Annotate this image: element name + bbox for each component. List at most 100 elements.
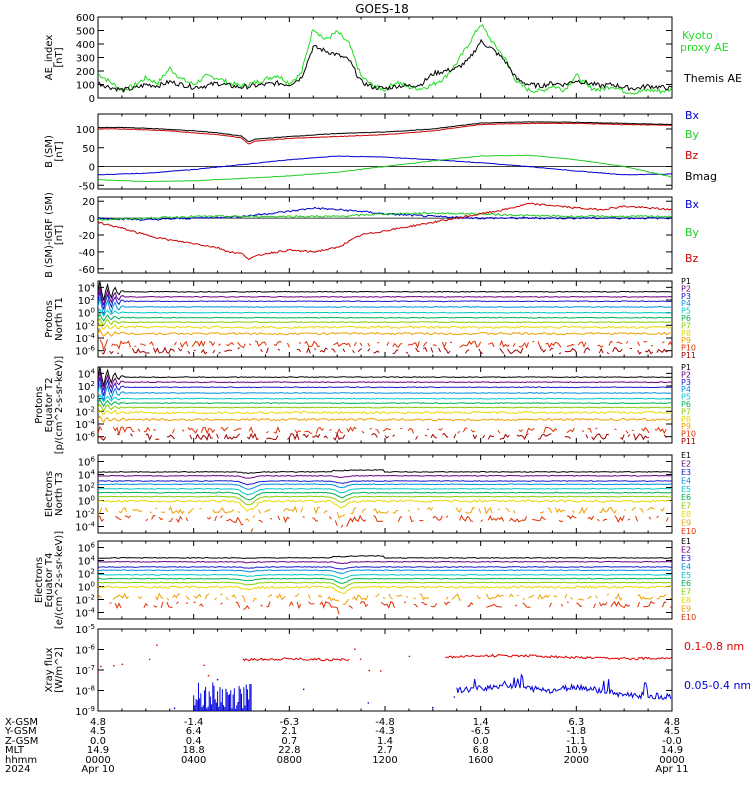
channel-e9 [275, 593, 286, 601]
ephem-value: 0.4 [186, 736, 202, 747]
y-tick-label: 0 [89, 94, 95, 105]
xray-long-point [354, 648, 356, 651]
channel-e9 [294, 593, 300, 598]
channel-e10 [665, 517, 669, 522]
channel-e10 [258, 519, 263, 523]
channel-e10 [359, 600, 369, 608]
channel-e10 [296, 601, 302, 609]
channel-p11 [405, 351, 409, 354]
xray-long-point [98, 671, 99, 674]
xray-long-point [368, 669, 371, 672]
channel-p11 [415, 347, 420, 353]
series-by [98, 154, 672, 183]
y-axis-label: B (SM)-IGRF (SM) [44, 192, 55, 278]
channel-p8 [98, 408, 672, 416]
y-tick-label: -60 [79, 265, 95, 276]
legend-bx: Bx [685, 109, 700, 122]
series-bz [98, 122, 672, 145]
channel-e9 [373, 508, 390, 515]
channel-p10 [392, 342, 403, 348]
channel-e10 [514, 604, 518, 607]
channel-e9 [512, 510, 516, 514]
channel-e10 [480, 519, 483, 523]
channel-e9 [204, 593, 210, 600]
channel-e10 [153, 605, 158, 608]
ephem-label: X-GSM [5, 717, 38, 728]
data-series [98, 469, 672, 533]
channel-e9 [132, 508, 143, 513]
channel-p11 [367, 348, 371, 352]
y-axis-label: Equator T2 [44, 378, 55, 433]
ephem-value: 1.4 [377, 736, 393, 747]
channel-e9 [231, 594, 237, 599]
channel-e10 [508, 516, 528, 523]
y-axis-label: B (SM) [44, 135, 55, 168]
channel-e10 [312, 517, 319, 522]
channel-p10 [367, 342, 371, 347]
channel-e9 [149, 511, 152, 514]
channel-p10 [153, 428, 156, 432]
channel-e10 [288, 601, 294, 607]
channel-p11 [482, 434, 485, 439]
channel-p9 [98, 327, 672, 337]
y-tick-label: 100 [76, 81, 95, 92]
y-tick-label: -50 [79, 181, 95, 192]
channel-e9 [599, 506, 617, 515]
panel-frame [97, 454, 673, 534]
ephem-value: -4.8 [375, 717, 395, 728]
channel-p10 [449, 341, 453, 344]
channel-e10 [226, 516, 244, 526]
channel-e9 [553, 595, 558, 598]
xray-short-point [238, 701, 240, 704]
y-tick-label: 10-8 [75, 685, 95, 698]
y-tick-label: 10-9 [75, 705, 95, 718]
legend-p5: P5 [681, 307, 691, 316]
channel-e10 [168, 517, 174, 523]
channel-e9 [614, 592, 623, 601]
channel-e10 [166, 601, 173, 608]
channel-e10 [445, 515, 449, 518]
panel-frame [97, 16, 673, 99]
channel-p11 [200, 349, 208, 355]
ephem-label: Y-GSM [4, 726, 37, 737]
ephem-value: 2000 [564, 755, 589, 766]
y-ticks: 600 500 400 300 200 100 0 [76, 13, 672, 105]
legend-p4: P4 [681, 385, 691, 394]
channel-p11 [583, 347, 591, 354]
legend-p11: P11 [681, 437, 696, 446]
xray-short-point [432, 706, 434, 709]
channel-e9 [631, 506, 636, 512]
channel-e9 [237, 511, 240, 513]
channel-p10 [187, 427, 198, 434]
channel-e10 [151, 514, 156, 520]
y-tick-label: 10-4 [75, 418, 95, 431]
panel-ae: 600 500 400 300 200 100 0 AE_index [nT] Kyotoprox… [44, 13, 742, 105]
ephem-value: 4.5 [664, 726, 680, 737]
channel-p11 [371, 433, 378, 438]
channel-e9 [396, 594, 403, 597]
channel-e10 [409, 515, 414, 523]
series-xray-long [445, 653, 672, 661]
channel-p11 [516, 433, 529, 441]
channel-e9 [606, 593, 610, 596]
channel-e9 [572, 510, 575, 513]
legend-p10: P10 [681, 430, 696, 439]
channel-e9 [413, 597, 416, 600]
channel-e9 [465, 507, 476, 514]
channel-e10 [199, 603, 204, 608]
channel-p10 [304, 340, 321, 348]
channel-p11 [116, 433, 120, 436]
channel-e10 [114, 602, 122, 610]
y-axis-label: [p/(cm^2-s-sr-keV)] [54, 356, 65, 455]
channel-p10 [422, 341, 428, 347]
ephem-value: Apr 11 [655, 764, 688, 775]
data-series [98, 281, 672, 355]
channel-e10 [637, 601, 640, 608]
channel-p11 [98, 435, 107, 441]
ephemeris-table: X-GSMY-GSMZ-GSMMLThhmm20244.84.50.014.90… [4, 717, 689, 775]
channel-e10 [597, 518, 600, 522]
legend-e10: E10 [681, 527, 696, 536]
channel-p10 [667, 341, 672, 346]
